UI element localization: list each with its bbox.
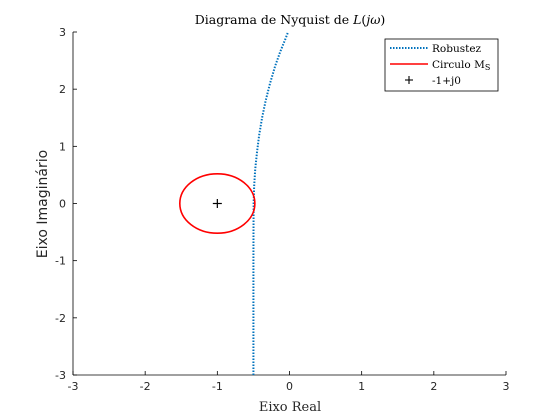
y-tick-label: -1 <box>55 255 66 268</box>
x-tick-label: -1 <box>212 380 223 393</box>
y-tick-label: -3 <box>55 369 66 382</box>
x-tick-label: -3 <box>68 380 79 393</box>
y-tick-label: 1 <box>59 140 66 153</box>
series-robustez-line <box>253 32 288 375</box>
legend-label-circulo: Circulo MS <box>432 59 490 72</box>
x-tick-label: 1 <box>358 380 365 393</box>
x-tick-label: 0 <box>286 380 293 393</box>
y-ticks: -3 -2 -1 0 1 2 3 <box>55 26 77 382</box>
title-func: L <box>352 12 361 27</box>
point-marker-minus-one <box>213 199 222 208</box>
title-close: ) <box>380 12 385 27</box>
x-tick-label: -2 <box>140 380 151 393</box>
legend-label-circulo-main: Circulo M <box>432 59 485 71</box>
x-tick-label: 2 <box>430 380 437 393</box>
legend: Robustez Circulo MS -1+j0 <box>385 39 498 91</box>
legend-label-point: -1+j0 <box>432 75 461 87</box>
x-tick-label: 3 <box>503 380 510 393</box>
legend-label-robustez: Robustez <box>432 43 482 55</box>
chart-title: Diagrama de Nyquist de L(jω) <box>195 12 386 27</box>
title-prefix: Diagrama de Nyquist de <box>195 12 353 27</box>
series-layer <box>180 32 288 375</box>
legend-label-circulo-sub: S <box>485 63 490 72</box>
y-axis-label: Eixo Imaginário <box>35 150 51 258</box>
x-axis-label: Eixo Real <box>259 400 321 415</box>
title-var: jω <box>363 12 380 27</box>
x-ticks: -3 -2 -1 0 1 2 3 <box>68 371 510 393</box>
y-tick-label: 3 <box>59 26 66 39</box>
y-tick-label: -2 <box>55 312 66 325</box>
y-tick-label: 2 <box>59 83 66 96</box>
y-tick-label: 0 <box>59 198 66 211</box>
